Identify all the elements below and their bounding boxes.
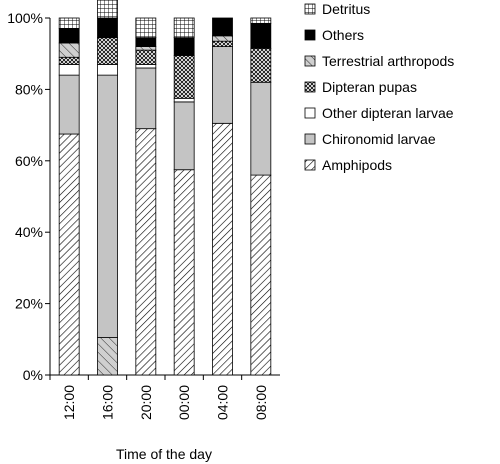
bar-segment-terrestrial-arthropods (212, 35, 233, 42)
y-tick-label: 0% (23, 367, 43, 383)
bar-segment-chironomid-larvae (58, 74, 80, 135)
bar-segment-chironomid-larvae (212, 46, 233, 124)
bar-segment-terrestrial-arthropods (58, 42, 80, 58)
legend-swatch-detritus (304, 3, 316, 15)
bar-segment-others (97, 17, 118, 39)
legend-swatch-amphipods (304, 159, 316, 171)
legend-label: Amphipods (322, 157, 392, 173)
bar-segment-chironomid-larvae (250, 81, 272, 176)
bar-segment-amphipods (135, 128, 157, 376)
x-axis: 12:00 16:00 20:00 00:00 04:00 08:00 Time of t… (49, 374, 280, 462)
y-tick-label: 100% (7, 10, 43, 26)
legend-swatch-other-dipteran-larvae (304, 107, 316, 119)
bar-segment-dipteran-pupas (97, 37, 118, 65)
bar-segment-others (250, 22, 272, 49)
bar-segment-detritus (58, 17, 80, 30)
x-axis-label: Time of the day (116, 446, 212, 462)
bar-segment-dipteran-pupas (173, 55, 195, 99)
bar-segment-other-dipteran-larvae (173, 97, 195, 103)
bar-segment-detritus (173, 17, 195, 39)
x-tick-label: 08:00 (253, 385, 269, 420)
bar-segment-others (212, 17, 233, 37)
legend: Detritus Others Terrestrial arthropods Dipt… (304, 1, 454, 173)
bar-segment-chironomid-larvae (173, 101, 195, 171)
bar-segment-other-dipteran-larvae (58, 64, 80, 76)
legend-label: Others (322, 27, 364, 43)
bar-segment-other-dipteran-larvae (135, 64, 157, 69)
bar-segment-dipteran-pupas (58, 56, 80, 65)
bar-segment-others (58, 28, 80, 44)
bar-segment-other-dipteran-larvae (97, 64, 118, 76)
bar-segment-amphipods (173, 169, 195, 376)
x-tick-label: 04:00 (215, 385, 231, 420)
bar-segment-chironomid-larvae (97, 74, 118, 338)
y-tick-label: 40% (15, 224, 43, 240)
legend-label: Other dipteran larvae (322, 105, 454, 121)
bar-segment-others (173, 37, 195, 56)
bar-segment-terrestrial-arthropods (135, 46, 157, 51)
bar-segment-amphipods-alt (97, 337, 118, 376)
bar-segment-dipteran-pupas (135, 49, 157, 65)
x-tick-label: 12:00 (61, 385, 77, 420)
bar-segment-dipteran-pupas (250, 47, 272, 83)
legend-label: Terrestrial arthropods (322, 53, 454, 69)
bar-segment-detritus (97, 0, 118, 19)
x-tick-label: 16:00 (100, 385, 116, 420)
bar-segment-amphipods (212, 122, 233, 376)
legend-swatch-chironomid-larvae (304, 133, 316, 145)
bar-segment-chironomid-larvae (135, 67, 157, 130)
y-ticks: 0% 20% 40% 60% 80% 100% (7, 10, 50, 383)
y-tick-label: 60% (15, 153, 43, 169)
legend-label: Chironomid larvae (322, 131, 436, 147)
bars (58, 0, 272, 376)
bar-segment-amphipods (58, 133, 80, 376)
legend-swatch-dipteran-pupas (304, 81, 316, 93)
bar-segment-dipteran-pupas (212, 40, 233, 47)
legend-swatch-terrestrial-arthropods (304, 55, 316, 67)
x-tick-label: 20:00 (138, 385, 154, 420)
legend-swatch-others (304, 29, 316, 41)
x-ticks: 12:00 16:00 20:00 00:00 04:00 08:00 (49, 375, 269, 420)
y-tick-label: 80% (15, 81, 43, 97)
x-tick-label: 00:00 (176, 385, 192, 420)
legend-label: Detritus (322, 1, 370, 17)
bar-segment-amphipods (250, 174, 272, 376)
y-tick-label: 20% (15, 296, 43, 312)
legend-label: Dipteran pupas (322, 79, 417, 95)
bar-segment-detritus (135, 17, 157, 39)
bar-segment-others (135, 37, 157, 47)
y-axis: 0% 20% 40% 60% 80% 100% (7, 10, 51, 383)
bar-segment-detritus (250, 17, 272, 24)
